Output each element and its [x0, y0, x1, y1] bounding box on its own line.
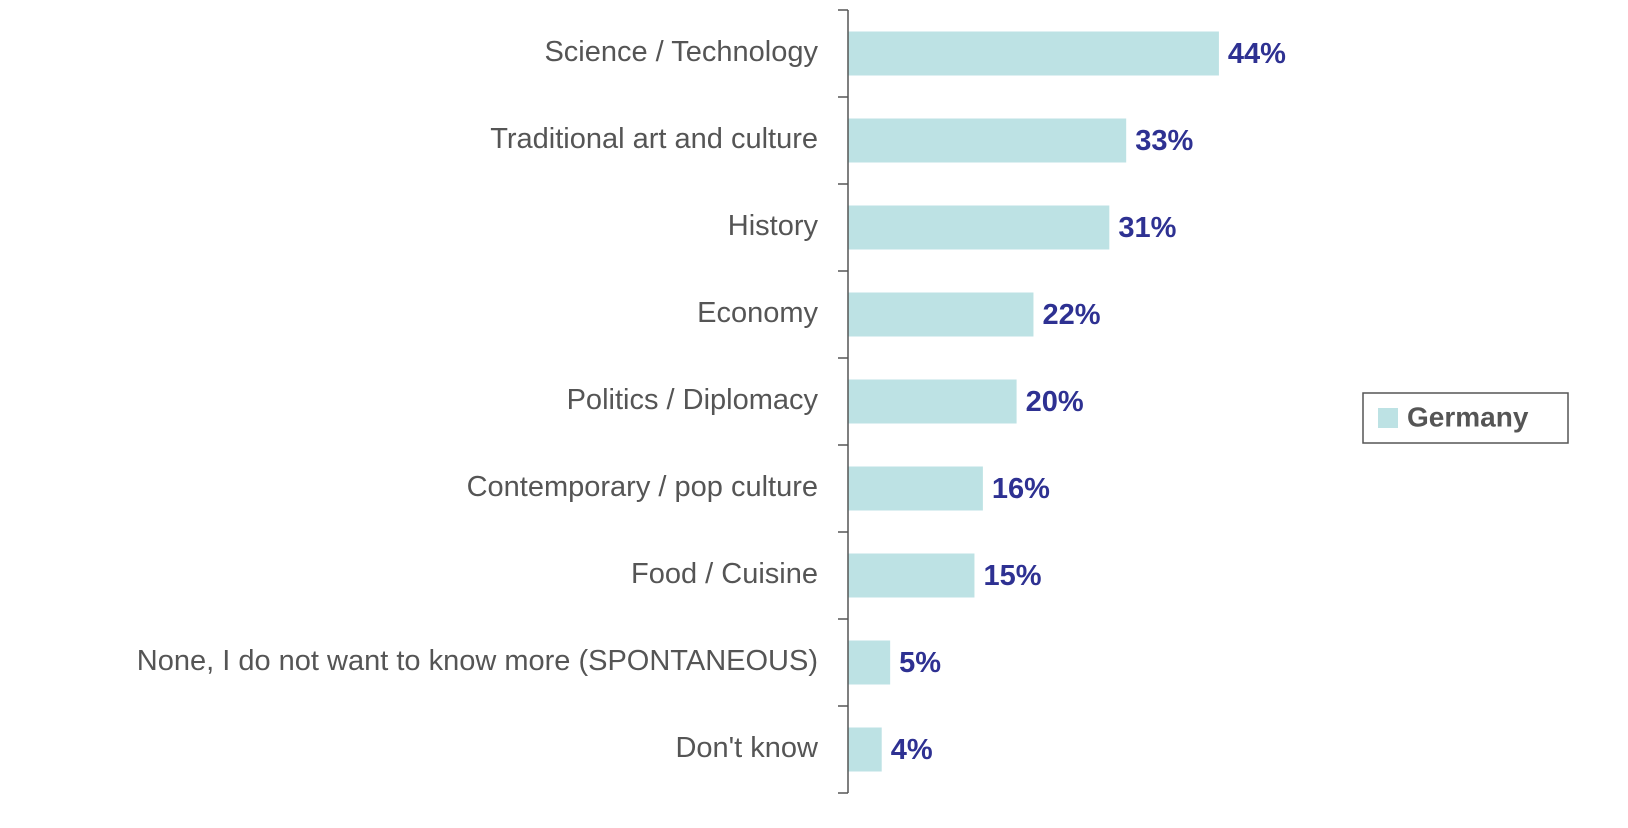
data-label: 15%: [983, 560, 1041, 592]
data-label: 4%: [891, 734, 933, 766]
category-label: History: [728, 210, 819, 242]
data-label: 16%: [992, 473, 1050, 505]
bar: [848, 466, 983, 511]
category-label: Traditional art and culture: [490, 123, 818, 155]
data-label: 5%: [899, 647, 941, 679]
bar: [848, 292, 1034, 337]
category-label: Economy: [697, 297, 818, 329]
data-label: 44%: [1228, 38, 1286, 70]
category-label: None, I do not want to know more (SPONTA…: [137, 645, 818, 677]
bar: [848, 640, 891, 685]
category-label: Science / Technology: [544, 36, 818, 68]
bar: [848, 727, 882, 772]
category-label: Food / Cuisine: [631, 558, 818, 590]
category-label: Politics / Diplomacy: [567, 384, 819, 416]
bar: [848, 118, 1127, 163]
bar: [848, 379, 1017, 424]
data-label: 33%: [1135, 125, 1193, 157]
data-label: 20%: [1026, 386, 1084, 418]
bar: [848, 553, 975, 598]
data-label: 22%: [1042, 299, 1100, 331]
legend-label: Germany: [1407, 401, 1529, 432]
legend-swatch: [1378, 408, 1398, 428]
data-label: 31%: [1118, 212, 1176, 244]
bar: [848, 31, 1219, 76]
bar: [848, 205, 1110, 250]
category-label: Contemporary / pop culture: [467, 471, 818, 503]
category-label: Don't know: [675, 732, 819, 764]
